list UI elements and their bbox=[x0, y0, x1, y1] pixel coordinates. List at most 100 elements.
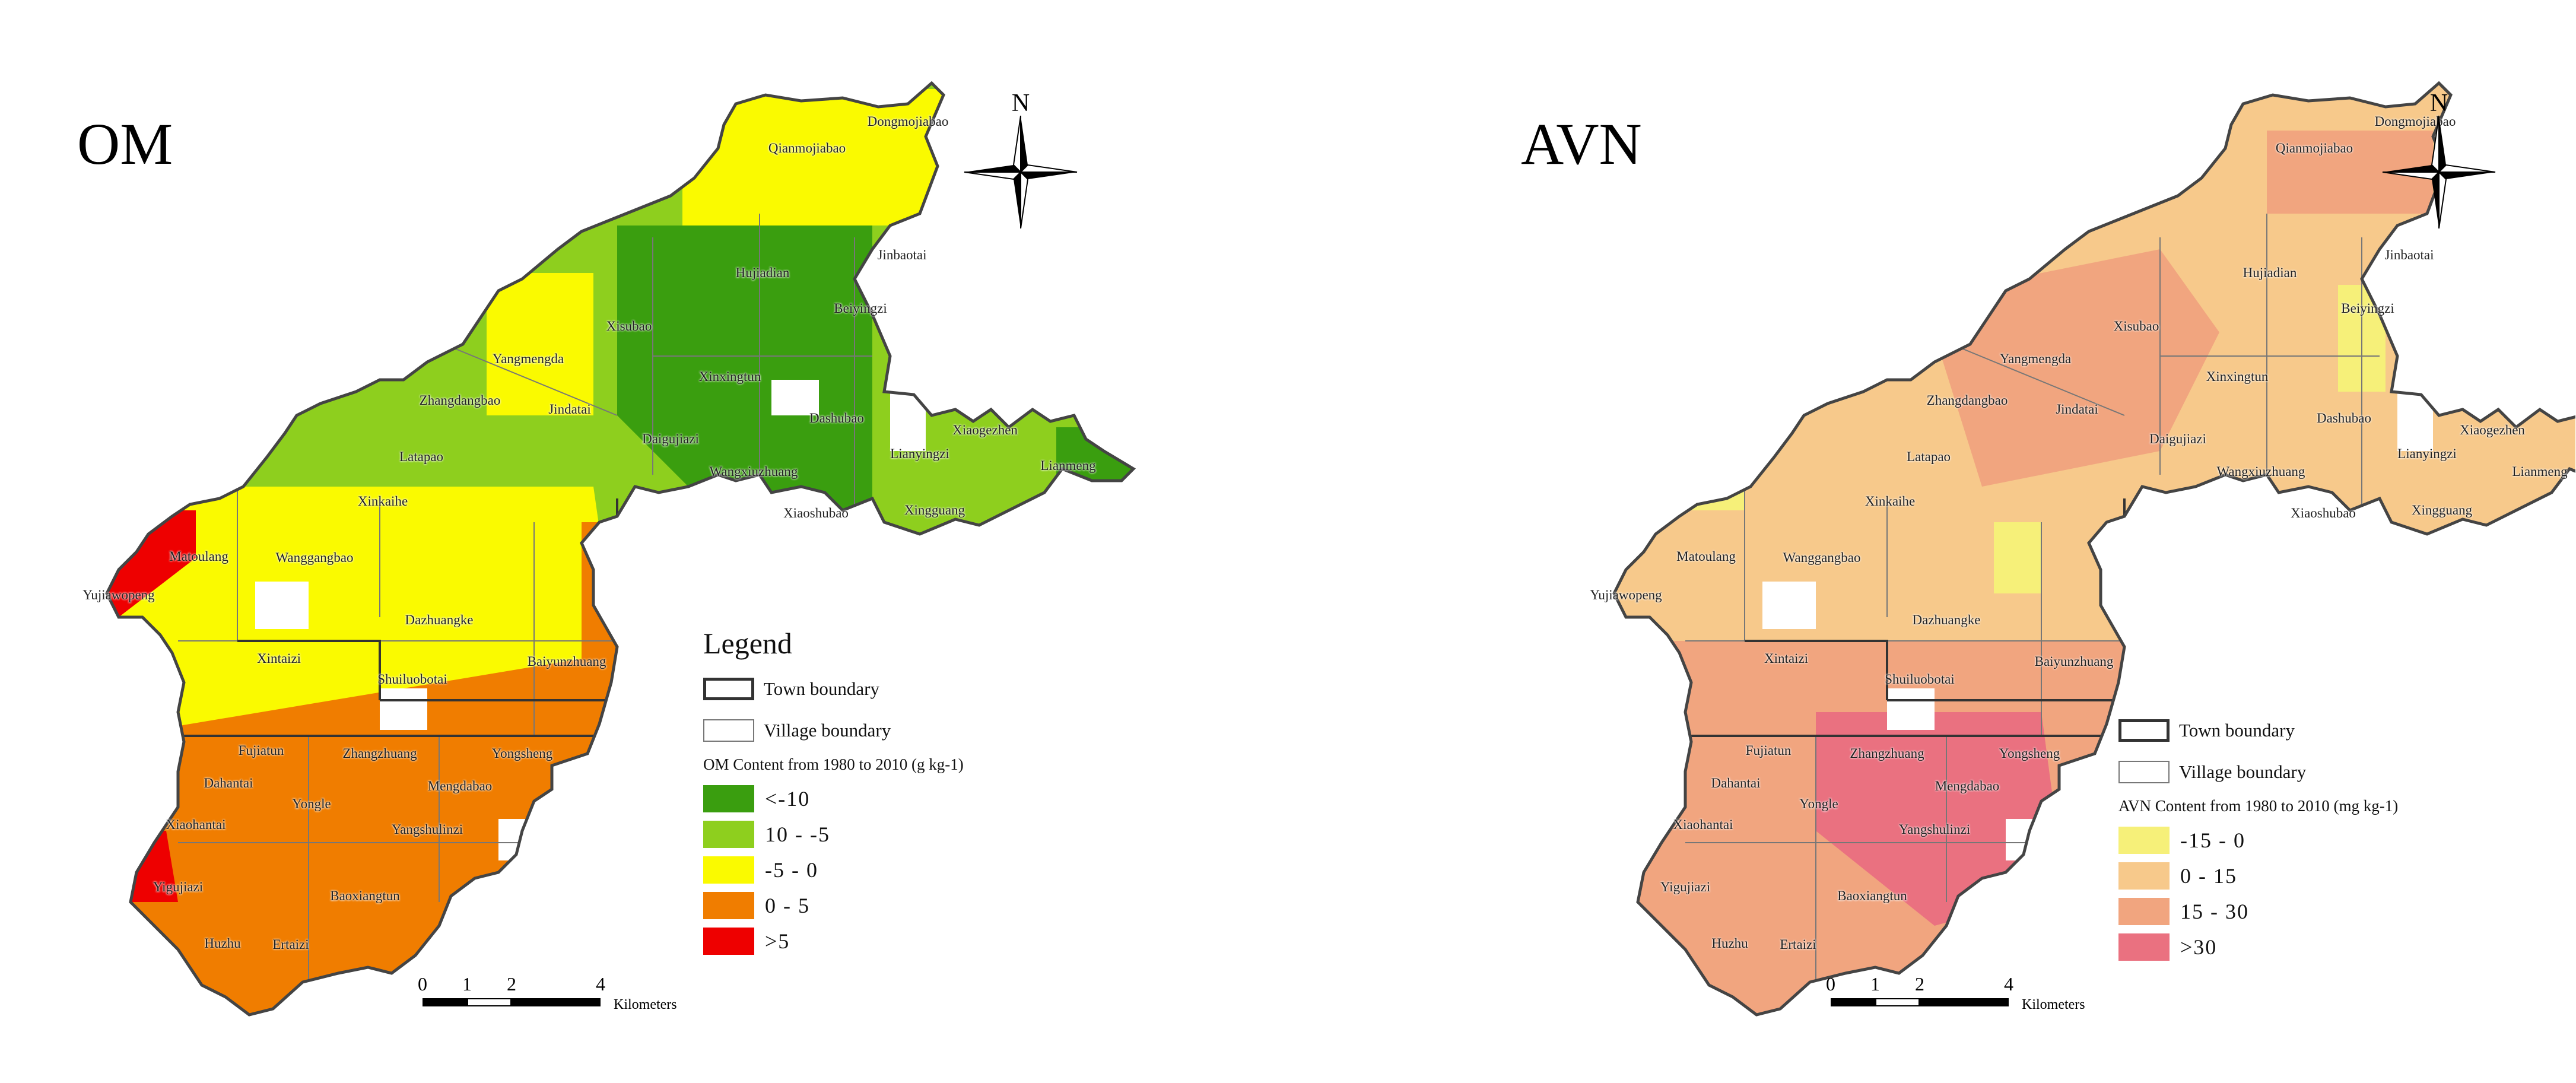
om-zone-darkgreen-east bbox=[1056, 427, 1133, 487]
avn-zone-yellow-mid bbox=[1994, 522, 2041, 593]
village-label-xisubao: Xisubao bbox=[606, 319, 652, 334]
village-label-lianyingzi: Lianyingzi bbox=[2397, 446, 2457, 461]
town-boundary-swatch bbox=[703, 678, 754, 700]
village-label-baiyunzhuang: Baiyunzhuang bbox=[527, 654, 606, 669]
avn-village-boundary-label: Village boundary bbox=[2179, 761, 2307, 782]
avn-class-list: -15 - 0 0 - 15 15 - 30 >30 bbox=[2118, 822, 2398, 965]
om-class-swatch bbox=[703, 821, 754, 848]
village-boundary-swatch bbox=[703, 719, 754, 742]
village-label-shuiluobotai: Shuiluobotai bbox=[1885, 672, 1955, 687]
om-class-swatch bbox=[703, 892, 754, 919]
village-label-xintaizi: Xintaizi bbox=[256, 651, 301, 666]
om-class-label: >5 bbox=[765, 929, 790, 953]
avn-map-svg bbox=[1288, 0, 2575, 1083]
village-label-lianmeng: Lianmeng bbox=[1040, 458, 1096, 473]
avn-class-swatch bbox=[2118, 898, 2170, 925]
village-label-yongsheng: Yongsheng bbox=[1999, 746, 2060, 761]
village-label-dongmojiabao: Dongmojiabao bbox=[867, 114, 949, 129]
avn-class-swatch bbox=[2118, 933, 2170, 961]
scale-tick: 4 bbox=[2004, 973, 2013, 995]
village-label-yangshulinzi: Yangshulinzi bbox=[391, 822, 463, 837]
avn-class-swatch bbox=[2118, 862, 2170, 890]
village-label-huzhu: Huzhu bbox=[204, 936, 241, 951]
avn-zone-gap-a bbox=[1762, 582, 1816, 629]
village-label-baiyunzhuang: Baiyunzhuang bbox=[2034, 654, 2114, 669]
village-label-xiaoshubao: Xiaoshubao bbox=[2291, 506, 2356, 520]
om-zone-gap-e bbox=[890, 392, 926, 451]
village-label-daigujiazi: Daigujiazi bbox=[2149, 431, 2206, 446]
scale-tick: 2 bbox=[1915, 973, 1924, 995]
om-class-list: <-10 10 - -5 -5 - 0 0 - 5 >5 bbox=[703, 781, 964, 959]
village-label-mengdabao: Mengdabao bbox=[1935, 779, 2000, 793]
village-label-latapao: Latapao bbox=[399, 449, 444, 464]
village-label-jindatai: Jindatai bbox=[548, 402, 591, 417]
avn-zone-gap-d bbox=[2397, 392, 2433, 451]
avn-panel-title: AVN bbox=[1521, 111, 1642, 177]
village-label-wanggangbao: Wanggangbao bbox=[1783, 550, 1861, 565]
scale-segment bbox=[423, 998, 467, 1006]
village-label-xinkaihe: Xinkaihe bbox=[357, 494, 408, 509]
village-label-matoulang: Matoulang bbox=[169, 549, 228, 564]
om-class-swatch bbox=[703, 856, 754, 884]
village-label-yangmengda: Yangmengda bbox=[492, 351, 564, 366]
avn-village-boundaries bbox=[1685, 214, 2380, 1009]
avn-zone-gap-b bbox=[1887, 688, 1935, 730]
avn-class-label: >30 bbox=[2180, 935, 2218, 959]
om-scale-unit: Kilometers bbox=[614, 997, 677, 1012]
avn-legend-village-row: Village boundary bbox=[2118, 757, 2398, 787]
om-town-boundary-label: Town boundary bbox=[764, 678, 879, 699]
village-label-yangmengda: Yangmengda bbox=[1999, 351, 2072, 366]
om-zone-fills bbox=[107, 83, 1133, 1015]
village-label-daigujiazi: Daigujiazi bbox=[642, 431, 699, 446]
avn-class-label: 0 - 15 bbox=[2180, 864, 2237, 888]
avn-content-label: AVN Content from 1980 to 2010 (mg kg-1) bbox=[2118, 797, 2399, 815]
om-zone-yellow-north bbox=[682, 89, 949, 226]
om-legend-heading: Legend bbox=[703, 627, 792, 660]
village-label-jinbaotai: Jinbaotai bbox=[2384, 247, 2434, 262]
village-label-dazhuangke: Dazhuangke bbox=[405, 612, 474, 627]
om-zone-gap-c bbox=[498, 819, 546, 860]
om-zone-gap-a bbox=[255, 582, 309, 629]
village-label-qianmojiabao: Qianmojiabao bbox=[2275, 141, 2353, 155]
scale-tick: 2 bbox=[507, 973, 516, 995]
avn-legend-town-row: Town boundary bbox=[2118, 715, 2398, 746]
om-class-swatch bbox=[703, 785, 754, 812]
avn-legend: Town boundary Village boundary AVN Conte… bbox=[2118, 715, 2398, 965]
village-label-ertaizi: Ertaizi bbox=[272, 937, 309, 952]
village-label-zhangdangbao: Zhangdangbao bbox=[419, 393, 501, 408]
compass-rose-icon bbox=[2382, 115, 2496, 229]
avn-zone-salmon-top bbox=[2267, 131, 2433, 214]
village-label-yangshulinzi: Yangshulinzi bbox=[1898, 822, 1971, 837]
village-label-lianmeng: Lianmeng bbox=[2512, 464, 2568, 479]
village-label-yujiawopeng: Yujiawopeng bbox=[1590, 587, 1662, 602]
village-label-dazhuangke: Dazhuangke bbox=[1912, 612, 1981, 627]
om-village-boundary-label: Village boundary bbox=[764, 720, 891, 741]
om-map-panel: OM Qianmojiabao Dongmojiabao Hujiadian J… bbox=[0, 0, 1288, 1083]
om-zone-orange-south bbox=[119, 653, 629, 1015]
north-letter: N bbox=[2429, 90, 2448, 117]
avn-class-row: -15 - 0 bbox=[2118, 822, 2398, 858]
om-class-row: 10 - -5 bbox=[703, 817, 964, 852]
village-label-huzhu: Huzhu bbox=[1711, 936, 1748, 951]
village-label-xinxingtun: Xinxingtun bbox=[698, 369, 761, 384]
avn-class-swatch bbox=[2118, 827, 2170, 854]
om-legend-town-row: Town boundary bbox=[703, 674, 964, 704]
village-label-wangxiuzhuang: Wangxiuzhuang bbox=[709, 464, 798, 479]
village-label-beiyingzi: Beiyingzi bbox=[834, 301, 887, 316]
avn-class-label: 15 - 30 bbox=[2180, 900, 2249, 923]
village-label-qianmojiabao: Qianmojiabao bbox=[768, 141, 846, 155]
village-label-xingguang: Xingguang bbox=[2411, 503, 2473, 517]
scale-tick: 1 bbox=[1870, 973, 1880, 995]
scale-segment bbox=[1920, 998, 2009, 1006]
town-boundary-swatch bbox=[2118, 719, 2170, 742]
village-label-xiaohantai: Xiaohantai bbox=[1673, 817, 1733, 832]
om-map-svg bbox=[0, 0, 1288, 1083]
village-label-dahantai: Dahantai bbox=[204, 776, 253, 790]
village-label-ertaizi: Ertaizi bbox=[1780, 937, 1816, 952]
scale-tick: 1 bbox=[462, 973, 472, 995]
village-label-baoxiangtun: Baoxiangtun bbox=[1837, 888, 1907, 903]
village-label-yujiawopeng: Yujiawopeng bbox=[82, 587, 155, 602]
compass-rose-icon bbox=[964, 115, 1078, 229]
village-label-yigujiazi: Yigujiazi bbox=[1660, 879, 1711, 894]
village-label-latapao: Latapao bbox=[1906, 449, 1951, 464]
